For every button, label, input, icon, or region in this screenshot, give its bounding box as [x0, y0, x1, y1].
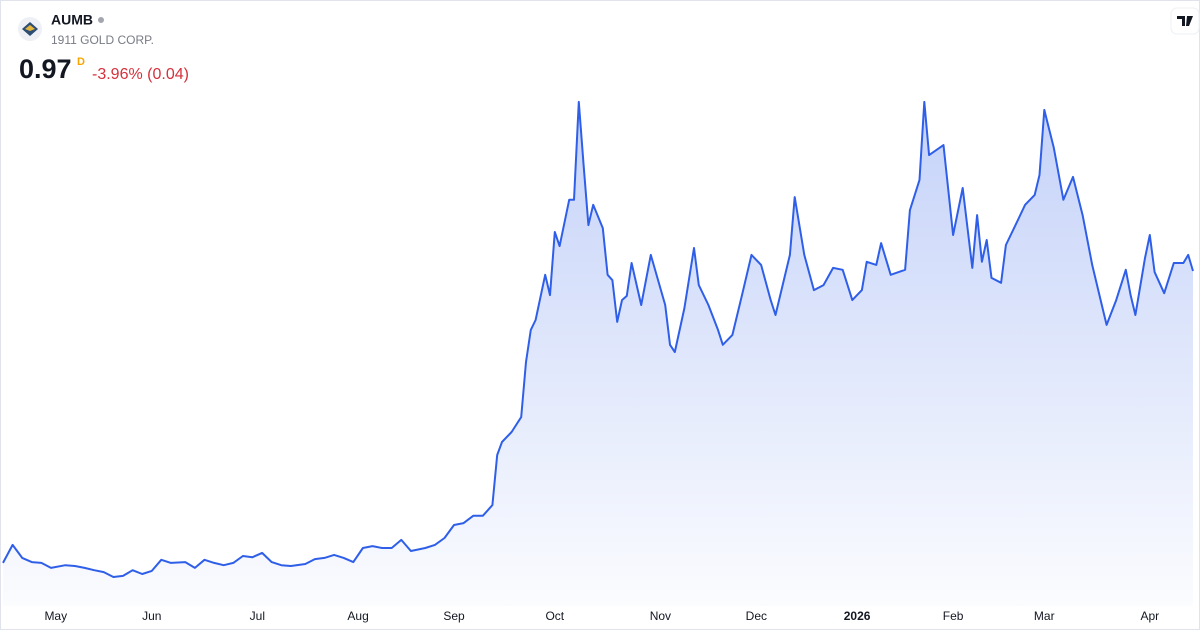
x-tick-label: Mar: [1034, 609, 1055, 623]
x-tick-label: Sep: [443, 609, 465, 623]
x-tick-label: Apr: [1140, 609, 1159, 623]
x-tick-label: Feb: [943, 609, 964, 623]
x-tick-label: Nov: [650, 609, 671, 623]
x-tick-label: May: [44, 609, 67, 623]
status-dot: [98, 17, 104, 23]
x-tick-label: 2026: [844, 609, 871, 623]
company-name: 1911 GOLD CORP.: [51, 33, 154, 47]
logo-mark: [25, 25, 35, 31]
x-tick-label: Oct: [545, 609, 564, 623]
x-tick-label: Aug: [347, 609, 368, 623]
x-tick-label: Jul: [250, 609, 265, 623]
x-tick-label: Dec: [746, 609, 767, 623]
plot-area: [2, 100, 1194, 607]
symbol: AUMB: [51, 12, 93, 28]
area: [3, 101, 1193, 607]
interval: D: [77, 56, 85, 68]
tv-logo: [1177, 16, 1193, 26]
price-change: -3.96% (0.04): [92, 66, 189, 83]
price: 0.97: [19, 54, 72, 84]
x-tick-label: Jun: [142, 609, 161, 623]
price-line: [2, 100, 1194, 578]
